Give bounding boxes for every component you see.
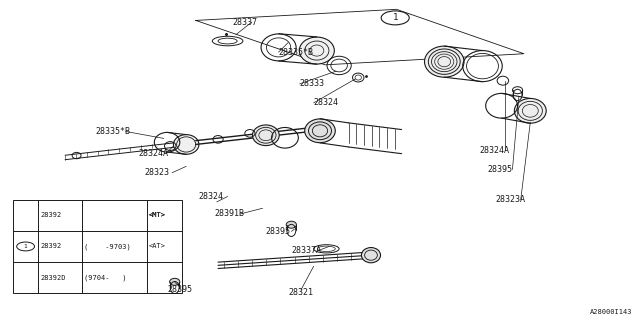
Text: 28335*B: 28335*B xyxy=(278,48,314,57)
Text: 28321: 28321 xyxy=(289,288,314,297)
Ellipse shape xyxy=(286,221,296,228)
Ellipse shape xyxy=(173,135,199,154)
Ellipse shape xyxy=(305,119,335,143)
Ellipse shape xyxy=(252,125,279,146)
Text: 28337: 28337 xyxy=(233,18,258,27)
Text: 28324: 28324 xyxy=(199,192,224,201)
Text: (    -9703): ( -9703) xyxy=(84,243,131,250)
Text: 28392D: 28392D xyxy=(40,275,66,281)
Text: 28323: 28323 xyxy=(145,168,170,177)
Text: (9704-   ): (9704- ) xyxy=(84,274,126,281)
Bar xyxy=(13,200,182,293)
Text: 28335*B: 28335*B xyxy=(96,127,131,136)
Text: 1: 1 xyxy=(392,13,398,22)
Circle shape xyxy=(381,11,409,25)
Text: 28391B: 28391B xyxy=(215,209,245,219)
Text: 28323A: 28323A xyxy=(495,195,525,204)
Text: 28392: 28392 xyxy=(40,212,61,218)
Text: 28395: 28395 xyxy=(266,227,291,236)
Text: 28324: 28324 xyxy=(314,99,339,108)
Circle shape xyxy=(17,242,35,251)
Ellipse shape xyxy=(300,37,334,64)
Text: 28395: 28395 xyxy=(167,284,192,294)
Text: <MT>: <MT> xyxy=(148,212,166,218)
Text: 28392: 28392 xyxy=(40,244,61,250)
Ellipse shape xyxy=(170,278,180,285)
Text: <MT>: <MT> xyxy=(148,212,166,218)
Text: <AT>: <AT> xyxy=(148,244,166,250)
Text: 28337A: 28337A xyxy=(291,246,321,255)
Text: 28333: 28333 xyxy=(300,79,324,88)
Ellipse shape xyxy=(424,46,464,77)
Text: 28324A: 28324A xyxy=(138,149,168,158)
Text: 28395: 28395 xyxy=(487,165,512,174)
Ellipse shape xyxy=(515,99,546,123)
Ellipse shape xyxy=(362,248,381,263)
Text: 1: 1 xyxy=(24,244,28,249)
Text: A28000I143: A28000I143 xyxy=(589,309,632,315)
Text: 28324A: 28324A xyxy=(479,146,509,155)
